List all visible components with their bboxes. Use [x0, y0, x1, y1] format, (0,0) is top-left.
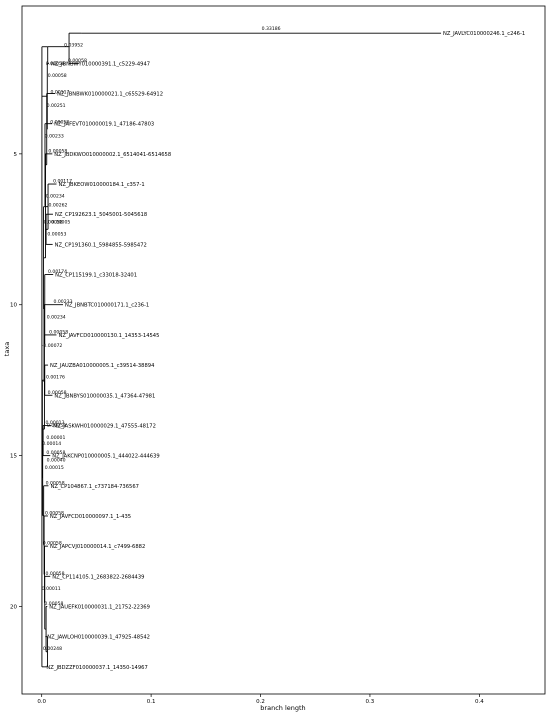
- branch-length-label: 0.00011: [42, 586, 61, 592]
- branch-length-label: 0.00233: [54, 299, 73, 305]
- leaf-label: NZ_JAVLYC010000246.1_c246-1: [443, 31, 525, 37]
- leaf-label: NZ_JBNBWY010000391.1_c5229-4947: [51, 61, 150, 67]
- leaf-label: NZ_JBDKWO010000002.1_6514041-6514658: [54, 152, 171, 158]
- branch-length-label: 0.00234: [46, 194, 65, 200]
- branch-length-label: 0.00013: [46, 420, 65, 426]
- leaf-label: NZ_CP114105.1_2683822-2684439: [52, 574, 144, 580]
- leaf-label: NZ_JAKCNP010000005.1_444022-444639: [52, 454, 160, 460]
- leaf-label: NZ_JASKWH010000029.1_47555-48172: [53, 423, 156, 429]
- branch-length-label: 0.00053: [47, 231, 66, 237]
- branch-length-label: 0.33186: [262, 26, 281, 32]
- leaf-label: NZ_JAUZBA010000005.1_c39514-38894: [50, 363, 155, 369]
- y-tick-label: 10: [10, 303, 17, 309]
- branch-length-label: 0.00251: [47, 103, 66, 109]
- x-tick-label: 0.4: [475, 699, 484, 705]
- y-tick-label: 5: [14, 152, 18, 158]
- y-tick-label: 15: [10, 454, 17, 460]
- leaf-label: NZ_CP192623.1_5045001-5045618: [55, 212, 147, 218]
- leaf-label: NZ_JBNBYS010000035.1_47364-47981: [54, 393, 155, 399]
- branch-length-label: 0.00001: [46, 435, 65, 441]
- leaf-label: NZ_CP191360.1_5984855-5985472: [55, 242, 147, 248]
- leaf-labels: NZ_JAVLYC010000246.1_c246-1 NZ_JBNBWY0100…: [46, 31, 525, 671]
- leaf-label: NZ_JAWLOH010000039.1_47925-48542: [47, 635, 150, 641]
- branch-length-label: 0.00234: [47, 314, 66, 320]
- branch-length-label: 0.00058: [48, 390, 67, 396]
- leaf-label: NZ_CP115199.1_c33018-32401: [55, 273, 137, 279]
- branch-length-label: 0.00058: [48, 148, 67, 154]
- branch-length-label: 0.00058: [44, 219, 63, 225]
- branch-length-labels: 0.331860.039520.000580.000580.000580.001…: [42, 26, 281, 652]
- y-tick-label: 20: [10, 604, 17, 610]
- leaf-label: NZ_JBDZZF010000037.1_14350-14967: [46, 665, 147, 671]
- branch-length-label: 0.03952: [64, 43, 83, 49]
- branch-length-label: 0.00058: [46, 61, 65, 67]
- branch-length-label: 0.00058: [50, 120, 69, 126]
- branch-length-label: 0.00174: [48, 269, 67, 275]
- axes-frame: [21, 5, 546, 695]
- branch-length-label: 0.00058: [68, 58, 87, 64]
- branch-length-label: 0.00058: [46, 450, 65, 456]
- branch-length-label: 0.00233: [45, 133, 64, 139]
- y-axis-ticks: 5 10 15 20: [10, 152, 22, 610]
- y-axis-label: taxa: [3, 342, 11, 356]
- branch-length-label: 0.00117: [53, 179, 72, 185]
- x-tick-label: 0.0: [37, 699, 46, 705]
- x-tick-label: 0.3: [366, 699, 375, 705]
- branch-length-label: 0.00058: [44, 601, 63, 607]
- leaf-label: NZ_JBNBWK010000021.1_c65529-64912: [57, 92, 163, 98]
- branch-length-label: 0.00058: [46, 571, 65, 577]
- branch-length-label: 0.00058: [48, 73, 67, 79]
- branch-length-label: 0.00058: [47, 423, 66, 429]
- x-axis-label: branch length: [260, 704, 305, 712]
- branch-length-label: 0.00058: [45, 510, 64, 516]
- branch-length-label: 0.00058: [49, 329, 68, 335]
- branch-length-label: 0.00262: [48, 203, 67, 209]
- branch-length-label: 0.00015: [45, 465, 64, 471]
- leaf-label: NZ_CP104867.1_c737184-736567: [50, 484, 138, 490]
- x-axis-ticks: 0.0 0.1 0.2 0.3 0.4: [37, 694, 484, 705]
- leaf-label: NZ_JAFEVT010000019.1_47186-47803: [54, 122, 154, 128]
- branch-length-label: -0.00072: [42, 343, 63, 349]
- leaf-label: NZ_JAVFCD010000130.1_14353-14545: [58, 333, 159, 339]
- branch-length-label: 0.00014: [42, 441, 61, 447]
- leaf-label: NZ_JBNBTC010000171.1_c236-1: [65, 303, 149, 309]
- branch-length-label: 0.00058: [46, 480, 65, 486]
- branch-length-label: 0.00248: [43, 646, 62, 652]
- leaf-label: NZ_JAUEFK010000031.1_21752-22369: [49, 604, 150, 610]
- tree-branches: [41, 32, 442, 668]
- x-tick-label: 0.1: [147, 699, 156, 705]
- branch-length-label: 0.00058: [43, 541, 62, 547]
- x-tick-label: 0.2: [256, 699, 265, 705]
- branch-length-label: 0.00117: [50, 90, 69, 96]
- branch-length-label: 0.00005: [51, 219, 70, 225]
- leaf-label: NZ_JAVFCD010000097.1_1-435: [50, 514, 131, 520]
- branch-length-label: 0.00040: [47, 458, 66, 464]
- leaf-label: NZ_JAPCVJ010000014.1_c7499-6882: [50, 544, 145, 550]
- branch-length-label: 0.00176: [46, 375, 65, 381]
- leaf-label: NZ_JBKEOW010000184.1_c357-1: [58, 182, 144, 188]
